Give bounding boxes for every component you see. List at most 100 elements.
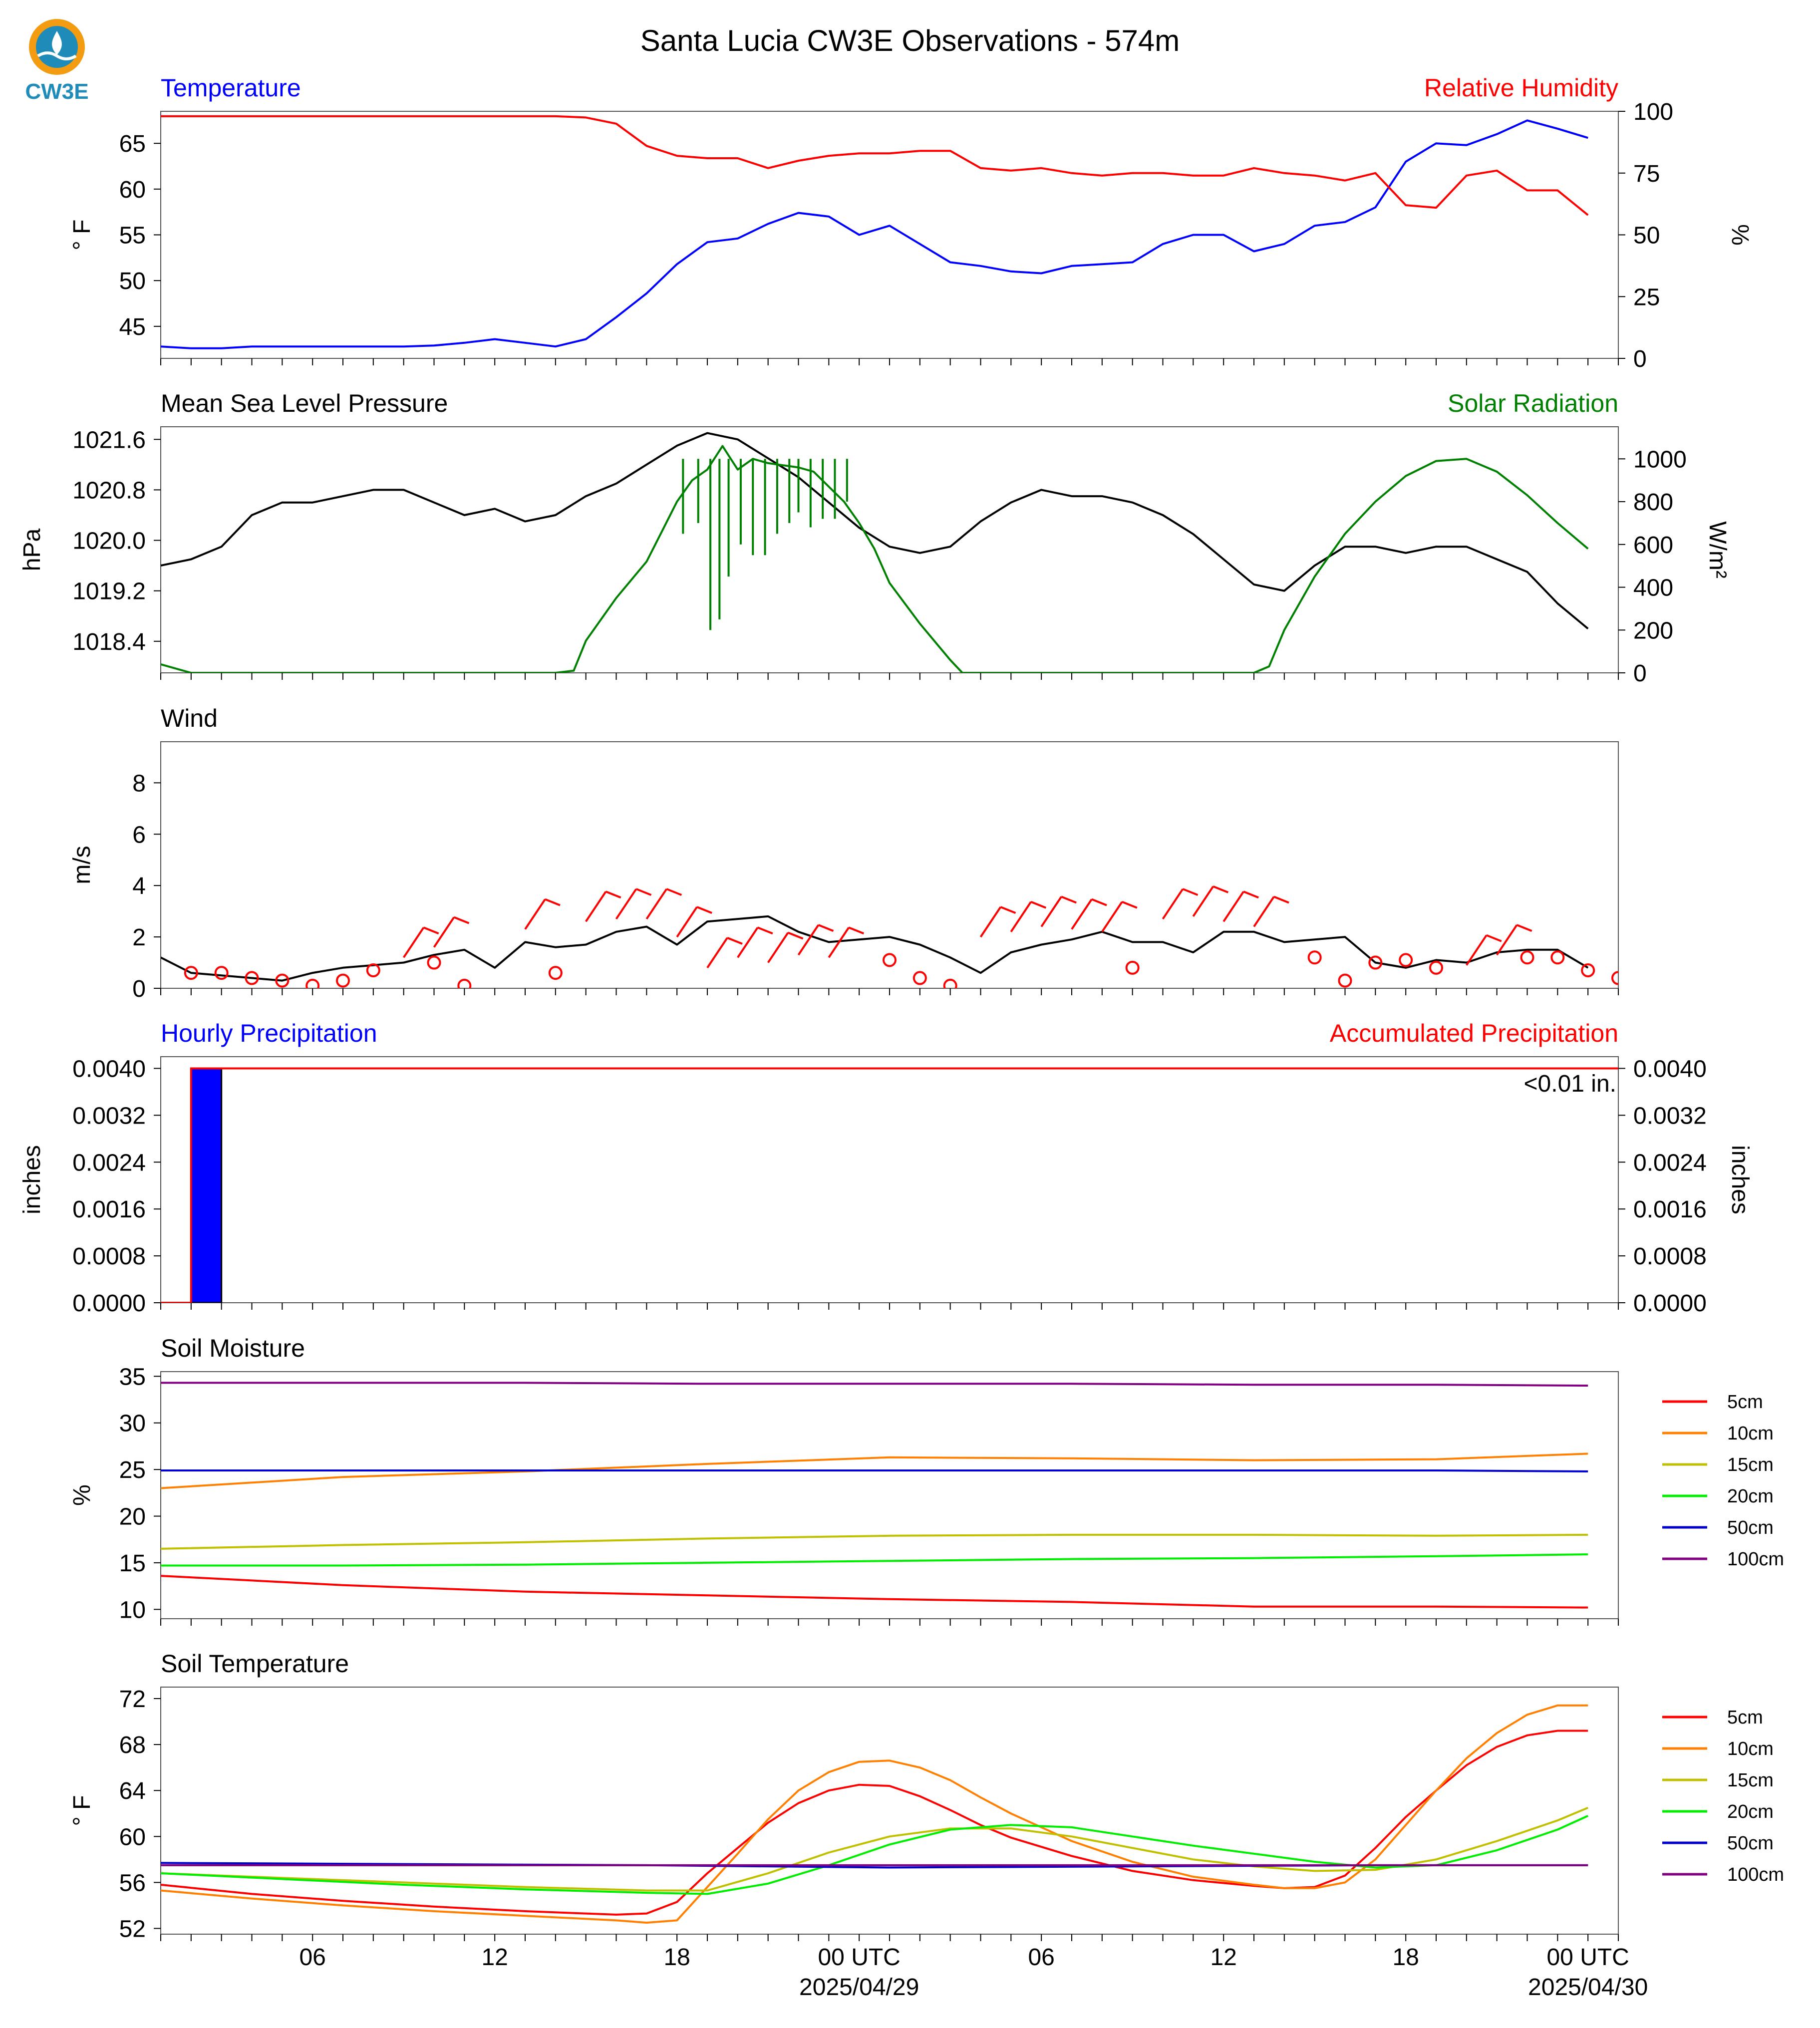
y-tick-label: 72 [119,1686,146,1713]
calm-wind-circle [1520,950,1534,965]
calm-wind-circle [366,963,380,977]
y2-tick-label: 800 [1633,489,1673,516]
wind-barb-staff [1466,934,1488,966]
wind-barb-flag [635,888,652,896]
accumulated-precip-line [161,1067,1618,1303]
y-tick-label: 52 [119,1916,146,1942]
x-tick-label: 12 [481,1944,508,1971]
series-line [161,445,1589,673]
panel-title-right: Relative Humidity [1424,74,1618,102]
calm-wind-circle [943,978,957,988]
cw3e-logo: CW3E [25,19,89,104]
y2-axis-label: W/m² [1704,521,1731,579]
calm-wind-circle [1581,963,1595,977]
wind-barb-flag [1486,934,1502,942]
wind-barb-staff [706,937,728,968]
logo-drop-icon [52,31,62,55]
calm-wind-circle [1338,973,1352,988]
plot-frame [160,1056,1619,1303]
y-tick-label: 2 [132,924,146,951]
legend: 5cm 10cm 15cm 20cm 50cm 100cm [1662,1392,1784,1570]
wind-barb-flag [1213,885,1229,893]
y-axis-label: hPa [19,528,45,571]
y-tick-label: 68 [119,1732,146,1758]
figure-title: Santa Lucia CW3E Observations - 574m [640,24,1180,57]
calm-wind-circle [1125,960,1140,975]
y2-tick-label: 75 [1633,161,1660,187]
wind-barb-flag [818,924,834,932]
y-axis-label: % [69,1484,95,1506]
legend-label: 20cm [1727,1801,1774,1822]
y-tick-label: 1019.2 [72,579,146,605]
wind-barb-flag [545,898,561,906]
wind-barb-flag [1091,898,1107,906]
calm-wind-circle [305,978,320,988]
x-tick-label: 18 [1392,1944,1419,1971]
y-tick-label: 65 [119,131,146,157]
series-line-5cm [161,1730,1588,1916]
plot-area [161,885,1618,988]
wind-barb-staff [1071,898,1093,930]
series-line-20cm [161,1553,1588,1567]
legend-label: 10cm [1727,1738,1774,1759]
y2-tick-label: 0.0032 [1633,1103,1707,1129]
panel-soil_moisture: 10 15 20 25 30 35 Soil Moisture% 5cm 10cm 15cm 20c… [69,1334,1784,1626]
wind-barb-staff [979,906,1002,938]
y2-tick-label: 600 [1633,532,1673,559]
legend-label: 50cm [1727,1517,1774,1538]
y2-tick-label: 200 [1633,617,1673,644]
legend-label: 5cm [1727,1392,1763,1413]
plot-area [161,115,1589,349]
calm-wind-circle [1611,971,1618,985]
plot-frame [160,1687,1619,1935]
panel-title-left: Mean Sea Level Pressure [161,389,448,417]
y-tick-label: 10 [119,1597,146,1623]
y2-tick-label: 0.0024 [1633,1150,1707,1176]
series-line-15cm [161,1806,1588,1892]
y-tick-label: 55 [119,223,146,249]
series-line-50cm [161,1469,1588,1472]
wind-barb-staff [1101,901,1123,932]
calm-wind-circle [457,978,472,988]
series-line [161,119,1588,349]
y-tick-label: 1020.0 [72,528,146,555]
wind-barb-staff [403,927,425,958]
calm-wind-circle [1307,950,1322,965]
series-line-5cm [161,1575,1588,1609]
y2-tick-label: 0.0016 [1633,1196,1707,1223]
wind-barb-staff [524,898,546,930]
calm-wind-circle [912,971,927,985]
legend-label: 100cm [1727,1864,1784,1885]
panel-title-right: Accumulated Precipitation [1330,1019,1618,1047]
legend-label: 50cm [1727,1833,1774,1854]
wind-barb-flag [605,890,621,899]
x-tick-label: 06 [1028,1944,1054,1971]
calm-wind-circle [1429,960,1443,975]
wind-barb-staff [676,906,698,938]
panel-mslp_solar: 1018.4 1019.2 1020.0 1020.8 1021.6 0 200 400 600… [19,389,1731,687]
x-tick-label: 06 [299,1944,325,1971]
wind-barb-staff [1192,885,1214,917]
plot-area [161,1382,1588,1609]
panel-temp_rh: 45 50 55 60 65 0 25 50 75 100 Temperature Relative … [69,74,1753,372]
y2-tick-label: 25 [1633,284,1660,310]
y-tick-label: 45 [119,314,146,340]
panel-title-left: Temperature [161,74,301,102]
y2-tick-label: 100 [1633,99,1673,125]
series-line [161,115,1589,216]
wind-barb-staff [797,924,820,956]
wind-barb-staff [615,888,637,920]
y-tick-label: 0 [132,976,146,1002]
wind-barb-staff [585,891,607,922]
wind-barb-staff [645,888,667,920]
series-line-100cm [161,1382,1588,1387]
plot-area [161,432,1589,673]
logo-text: CW3E [25,79,88,104]
legend-label: 5cm [1727,1707,1763,1728]
y-axis-label: ° F [69,220,95,251]
y-tick-label: 64 [119,1778,146,1804]
series-line [161,432,1589,630]
y-tick-label: 8 [132,770,146,797]
panel-precip: 0.0000 0.0008 0.0016 0.0024 0.0032 0.0040 0.00… [19,1019,1753,1317]
plot-frame [160,111,1619,359]
